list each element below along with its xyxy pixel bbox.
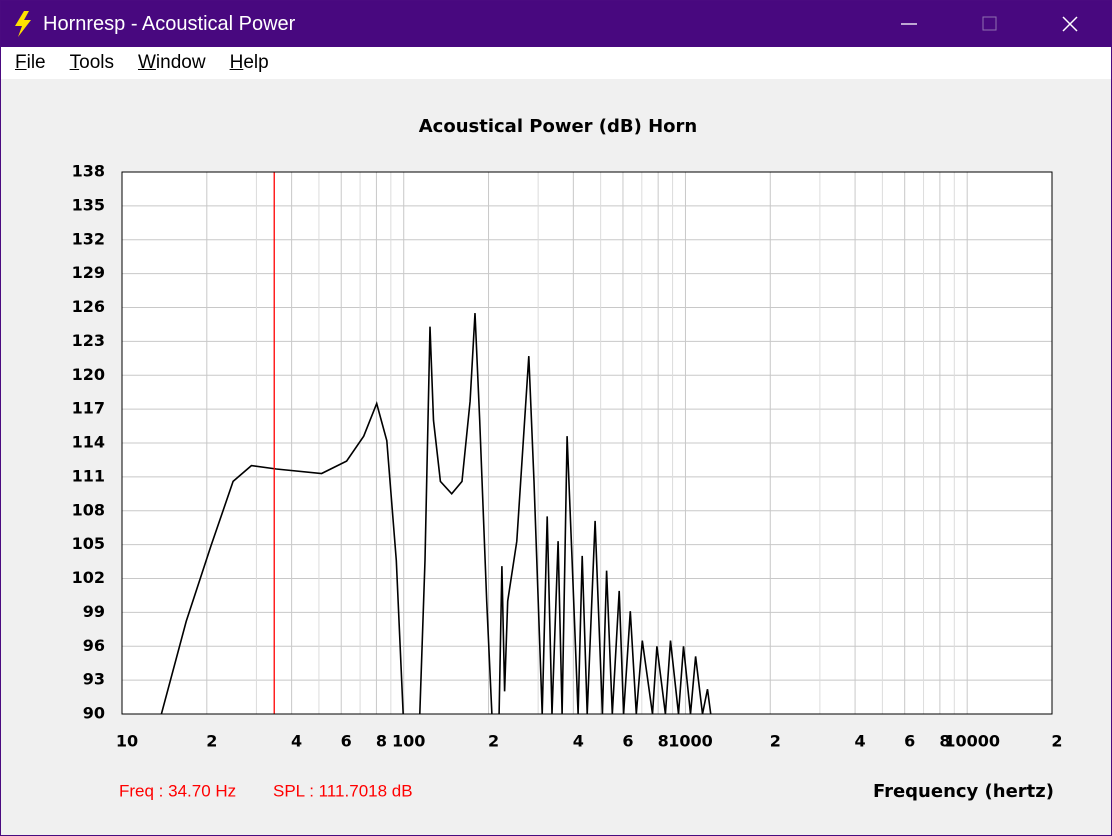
y-tick-label: 105 <box>72 534 105 553</box>
menu-item[interactable]: Tools <box>69 52 114 73</box>
x-tick-label: 6 <box>341 732 352 751</box>
x-tick-label: 100 <box>392 732 425 751</box>
y-tick-label: 102 <box>72 568 105 587</box>
y-tick-label: 138 <box>72 162 105 181</box>
y-tick-label: 111 <box>72 466 105 485</box>
menu-item[interactable]: Help <box>229 52 269 73</box>
y-tick-label: 114 <box>72 433 105 452</box>
x-axis-label: Frequency (hertz) <box>873 781 1054 802</box>
y-tick-label: 93 <box>83 670 105 689</box>
maximize[interactable] <box>982 16 997 31</box>
chart: Acoustical Power (dB) Horn Frequency (he… <box>72 116 1063 802</box>
menu-bar: File Tools Window Help <box>1 47 1111 79</box>
y-tick-label: 126 <box>72 297 105 316</box>
line <box>160 313 712 714</box>
x-tick-label: 8 <box>939 732 950 751</box>
x-tick-label: 2 <box>770 732 781 751</box>
x-tick-label: 6 <box>904 732 915 751</box>
y-tick-label: 117 <box>72 399 105 418</box>
x-tick-label: 4 <box>855 732 866 751</box>
y-tick-label: 108 <box>72 500 105 519</box>
x-tick-label: 2 <box>1051 732 1062 751</box>
cursor-freq: Freq : 34.70 Hz <box>119 781 236 800</box>
window-controls <box>901 16 1078 32</box>
y-tick-label: 120 <box>72 365 105 384</box>
y-tick-label: 135 <box>72 195 105 214</box>
chart-title: Acoustical Power (dB) Horn <box>419 116 698 137</box>
menu-item[interactable]: File <box>15 52 46 73</box>
y-tick-label: 132 <box>72 229 105 248</box>
x-tick-label: 8 <box>376 732 387 751</box>
app-icon <box>15 11 31 37</box>
x-tick-label: 10 <box>116 732 138 751</box>
cursor-spl: SPL : 111.7018 dB <box>273 781 413 800</box>
y-tick-label: 90 <box>83 704 105 723</box>
x-tick-label: 8 <box>658 732 669 751</box>
y-tick-label: 99 <box>83 602 105 621</box>
x-tick-label: 6 <box>622 732 633 751</box>
menu-item[interactable]: Window <box>137 52 206 73</box>
y-tick-label: 129 <box>72 263 105 282</box>
x-tick-label: 2 <box>488 732 499 751</box>
window-title: Hornresp - Acoustical Power <box>43 13 296 35</box>
title-bar: Hornresp - Acoustical Power <box>1 1 1111 47</box>
x-tick-label: 2 <box>206 732 217 751</box>
plot-border <box>121 171 1053 715</box>
y-tick-label: 96 <box>83 636 105 655</box>
x-tick-label: 1000 <box>668 732 713 751</box>
x-tick-label: 4 <box>291 732 302 751</box>
y-tick-label: 123 <box>72 331 105 350</box>
close[interactable] <box>1062 16 1078 32</box>
x-tick-label: 10000 <box>944 732 1000 751</box>
x-tick-label: 4 <box>573 732 584 751</box>
